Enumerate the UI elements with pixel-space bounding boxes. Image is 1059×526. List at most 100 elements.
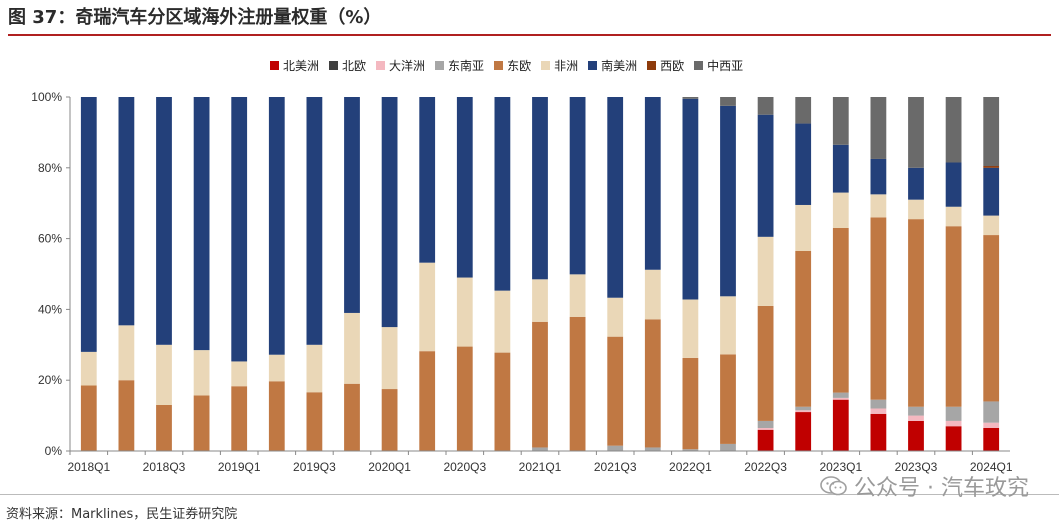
bar-segment xyxy=(644,269,661,320)
legend-swatch xyxy=(329,60,339,70)
watermark-text: 公众号 · 汽车玫究 xyxy=(854,476,1029,501)
y-tick-label: 40% xyxy=(38,302,62,316)
bar-segment xyxy=(268,97,285,355)
bar-segment xyxy=(945,420,962,427)
x-tick-label: 2018Q3 xyxy=(143,460,186,474)
bar-segment xyxy=(306,344,323,393)
bar-segment xyxy=(381,389,398,451)
bar-segment xyxy=(306,97,323,345)
legend-swatch xyxy=(541,60,551,70)
y-tick-label: 60% xyxy=(38,232,62,246)
bar-segment xyxy=(983,167,1000,216)
bar-segment xyxy=(607,445,624,451)
x-tick-label: 2020Q1 xyxy=(368,460,411,474)
bar-segment xyxy=(832,399,849,451)
legend-label: 东南亚 xyxy=(448,58,485,73)
bar-segment xyxy=(569,274,586,317)
bar-segment xyxy=(908,167,924,200)
bar-segment xyxy=(983,97,1000,167)
legend-label: 大洋洲 xyxy=(389,58,426,73)
bar-segment xyxy=(832,392,849,398)
bar-segment xyxy=(231,386,248,451)
legend-swatch xyxy=(376,60,386,70)
bar-segment xyxy=(832,397,849,400)
x-tick-label: 2024Q1 xyxy=(970,460,1013,474)
bar-segment xyxy=(795,123,812,205)
bar-segment xyxy=(532,447,548,451)
legend-label: 北美洲 xyxy=(283,58,320,73)
bar-segment xyxy=(494,352,511,451)
legend-item: 西欧 xyxy=(647,57,684,74)
bar-segment xyxy=(908,97,924,168)
bar-segment xyxy=(983,401,1000,423)
bar-segment xyxy=(983,422,1000,428)
bar-segment xyxy=(456,346,473,451)
bar-segment xyxy=(795,410,812,413)
bar-segment xyxy=(268,354,285,382)
bar-segment xyxy=(682,357,699,450)
bar-segment xyxy=(832,227,849,393)
bar-segment xyxy=(795,412,812,451)
x-tick-label: 2022Q3 xyxy=(744,460,787,474)
bar-segment xyxy=(945,206,962,227)
bar-segment xyxy=(381,327,398,390)
bar-segment xyxy=(682,97,699,99)
bar-segment xyxy=(757,97,774,115)
bar-segment xyxy=(532,97,548,280)
stacked-bar-chart: 0% 20% 40% 60% 80% 100% 2018Q1 2018Q3 2019Q1 2019… xyxy=(31,90,1013,474)
legend-item: 东南亚 xyxy=(435,57,484,74)
legend-item: 北美洲 xyxy=(270,57,319,74)
bar-segment xyxy=(795,406,812,411)
bar-segment xyxy=(757,429,774,451)
bar-segment xyxy=(870,413,887,451)
bar-segment xyxy=(908,219,924,407)
legend-item: 东欧 xyxy=(494,57,531,74)
bar-segment xyxy=(908,415,924,421)
bar-segment xyxy=(983,427,1000,451)
y-tick-label: 100% xyxy=(31,90,62,104)
bar-segment xyxy=(720,354,736,444)
title-divider xyxy=(8,34,1051,36)
bar-segment xyxy=(795,204,812,251)
bar-segment xyxy=(156,97,172,345)
bar-segment xyxy=(757,305,774,421)
source-note: 资料来源：Marklines，民生证券研究院 xyxy=(6,507,238,522)
bar-segment xyxy=(80,97,97,352)
bar-segment xyxy=(795,250,812,407)
x-tick-label: 2019Q3 xyxy=(293,460,336,474)
bar-segment xyxy=(644,319,661,448)
bar-segment xyxy=(945,162,962,207)
bar-segment xyxy=(682,449,699,451)
bar-segment xyxy=(870,408,887,414)
bar-segment xyxy=(908,199,924,220)
legend-label: 东欧 xyxy=(507,58,532,73)
bar-segment xyxy=(870,97,887,159)
bar-segment xyxy=(757,114,774,237)
bar-segment xyxy=(832,192,849,228)
legend-label: 北欧 xyxy=(342,58,367,73)
bar-segment xyxy=(720,97,736,106)
x-tick-label: 2021Q1 xyxy=(519,460,562,474)
bar-segment xyxy=(419,262,436,352)
legend-swatch xyxy=(270,60,279,70)
bar-segment xyxy=(682,98,699,300)
bar-segment xyxy=(870,194,887,218)
legend-label: 西欧 xyxy=(660,58,685,73)
x-tick-label: 2020Q3 xyxy=(443,460,486,474)
bar-segment xyxy=(231,97,248,362)
bar-segment xyxy=(381,97,398,328)
bar-segment xyxy=(80,351,97,386)
bar-segment xyxy=(306,392,323,451)
legend-swatch xyxy=(647,60,657,70)
x-tick-label: 2022Q1 xyxy=(669,460,712,474)
legend-item: 大洋洲 xyxy=(376,57,425,74)
legend-swatch xyxy=(588,60,598,70)
bar-segment xyxy=(607,336,624,446)
bar-segment xyxy=(456,277,473,347)
bar-segment xyxy=(983,235,1000,402)
bar-segment xyxy=(945,406,962,421)
bar-segment xyxy=(795,97,812,124)
bar-segment xyxy=(870,158,887,195)
bar-segment xyxy=(118,380,135,451)
bar-segment xyxy=(757,236,774,306)
